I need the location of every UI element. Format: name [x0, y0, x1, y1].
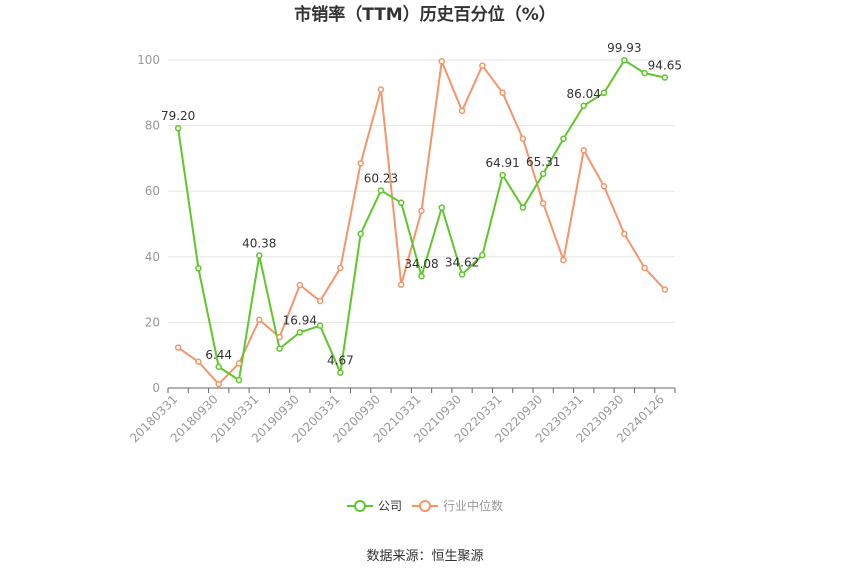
legend-company-label: 公司 [378, 499, 402, 513]
y-tick-label: 60 [145, 184, 160, 198]
industry-point [235, 360, 243, 367]
data-labels: 79.20 6.44 40.38 16.94 4.67 60.23 34.08 34.62 64… [161, 41, 682, 367]
company-point [397, 199, 405, 206]
company-point [438, 204, 446, 211]
company-point [195, 265, 202, 272]
company-point [580, 102, 587, 110]
industry-point [499, 89, 506, 97]
industry-point [256, 316, 263, 324]
data-label: 79.20 [161, 109, 195, 123]
legend[interactable]: 公司 行业中位数 [347, 498, 503, 513]
y-tick-label: 80 [145, 119, 160, 133]
industry-point [621, 230, 628, 238]
company-point [661, 74, 669, 81]
industry-point [377, 86, 385, 93]
company-point [174, 124, 182, 132]
company-point [519, 204, 527, 211]
company-point [215, 363, 222, 371]
data-label: 40.38 [242, 237, 276, 251]
grid-lines [168, 59, 675, 323]
data-label: 16.94 [283, 313, 317, 327]
series-points [174, 56, 669, 388]
company-point [377, 187, 385, 194]
industry-point [316, 297, 324, 305]
data-label: 60.23 [364, 171, 398, 185]
company-point [337, 369, 344, 376]
series-line-company [177, 59, 666, 382]
company-point [316, 322, 324, 329]
legend-item-company[interactable]: 公司 [347, 499, 402, 513]
industry-point [276, 333, 283, 341]
company-point [560, 135, 567, 142]
legend-industry-marker [419, 500, 431, 512]
company-point [479, 251, 486, 259]
y-tick-label: 0 [152, 381, 160, 395]
industry-point [519, 135, 527, 142]
company-point [499, 171, 506, 179]
chart-title: 市销率（TTM）历史百分位（%） [294, 4, 556, 25]
industry-point [458, 107, 466, 115]
industry-point [600, 183, 608, 190]
company-point [296, 329, 304, 336]
industry-point [539, 200, 547, 207]
company-point [621, 56, 628, 64]
company-point [641, 69, 648, 77]
y-tick-label: 20 [145, 315, 160, 329]
y-tick-label: 40 [145, 250, 160, 264]
industry-point [195, 358, 202, 366]
data-label: 64.91 [485, 156, 519, 170]
industry-point [418, 207, 425, 215]
series-line-industry [177, 60, 666, 386]
data-label: 6.44 [205, 348, 232, 362]
industry-point [174, 344, 182, 351]
y-axis-ticks: 0 20 40 60 80 100 [137, 53, 160, 395]
industry-point [661, 286, 669, 293]
company-point [256, 252, 263, 259]
industry-point [438, 58, 446, 65]
data-label: 86.04 [567, 87, 601, 101]
company-point [458, 271, 466, 278]
industry-point [560, 256, 567, 264]
data-label: 4.67 [327, 354, 354, 368]
data-label: 94.65 [648, 59, 682, 73]
data-label: 34.62 [445, 255, 479, 269]
company-point [600, 89, 608, 97]
x-axis: 2018033120180930201903312019093020200331… [127, 387, 676, 445]
y-tick-label: 100 [137, 53, 160, 67]
company-point [235, 376, 243, 384]
legend-item-industry[interactable]: 行业中位数 [412, 498, 503, 513]
legend-company-marker [354, 500, 366, 512]
industry-point [215, 380, 222, 388]
legend-industry-label: 行业中位数 [443, 498, 503, 513]
industry-point [337, 264, 344, 272]
industry-point [296, 281, 304, 289]
company-point [357, 230, 364, 238]
industry-point [357, 160, 364, 167]
industry-point [580, 146, 587, 154]
company-point [539, 170, 547, 178]
company-point [418, 272, 425, 280]
data-label: 99.93 [607, 41, 641, 55]
company-point [276, 345, 283, 352]
data-label: 65.31 [526, 155, 560, 169]
series-lines [177, 59, 666, 386]
industry-point [479, 62, 486, 69]
industry-point [397, 281, 405, 288]
data-label: 34.08 [404, 257, 438, 271]
industry-point [641, 264, 648, 272]
data-source: 数据来源：恒生聚源 [366, 549, 484, 564]
